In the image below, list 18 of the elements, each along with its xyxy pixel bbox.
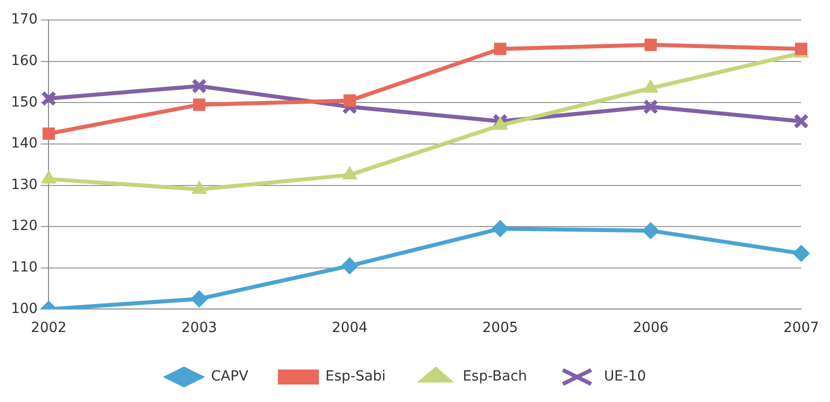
x-tick-label: 2007 — [783, 320, 820, 336]
legend-label: Esp-Sabi — [325, 368, 386, 385]
x-tick-label: 2002 — [30, 320, 67, 336]
y-tick-label: 130 — [10, 176, 38, 193]
y-tick-label: 100 — [10, 300, 38, 317]
legend-label: CAPV — [211, 368, 249, 385]
y-tick-label: 150 — [10, 94, 38, 110]
x-tick-label: 2006 — [632, 320, 669, 336]
y-tick-label: 170 — [10, 12, 38, 28]
y-tick-label: 140 — [10, 136, 38, 152]
y-tick-label: 110 — [10, 260, 38, 276]
y-tick-label: 160 — [10, 52, 38, 69]
x-tick-label: 2005 — [482, 320, 518, 336]
legend-label: UE-10 — [604, 368, 646, 385]
x-tick-label: 2004 — [332, 320, 368, 336]
legend-label: Esp-Bach — [462, 368, 528, 385]
y-tick-label: 120 — [10, 218, 38, 234]
x-tick-label: 2003 — [181, 320, 218, 336]
